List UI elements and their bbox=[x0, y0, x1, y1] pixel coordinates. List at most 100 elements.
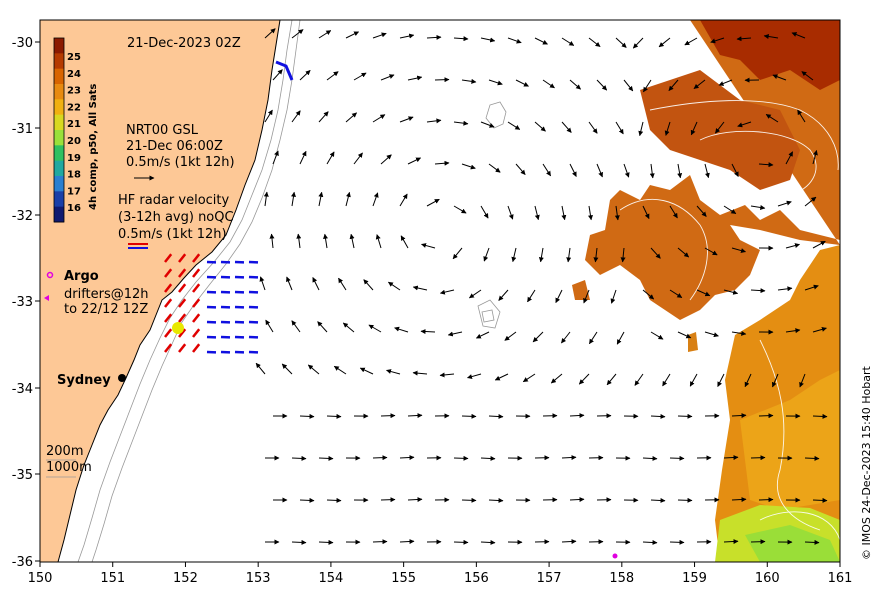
current-vector bbox=[372, 455, 388, 461]
current-vector bbox=[668, 79, 679, 91]
ssh-contours bbox=[619, 100, 840, 541]
current-vector bbox=[264, 109, 273, 123]
current-vector bbox=[704, 163, 710, 179]
current-vector bbox=[569, 413, 585, 419]
current-vector bbox=[299, 150, 307, 165]
current-vector bbox=[744, 373, 752, 388]
current-vector bbox=[286, 276, 293, 291]
current-vector bbox=[763, 34, 779, 39]
radar-vector bbox=[192, 283, 201, 293]
current-vector bbox=[421, 243, 436, 249]
current-vector bbox=[731, 497, 747, 503]
current-vector bbox=[750, 455, 766, 461]
current-vector bbox=[583, 289, 590, 304]
current-vector bbox=[461, 78, 477, 84]
current-vector bbox=[468, 289, 482, 299]
current-vector bbox=[291, 539, 307, 545]
current-vector bbox=[669, 289, 683, 299]
current-vector bbox=[372, 192, 379, 207]
current-vector bbox=[715, 121, 725, 134]
current-vector bbox=[372, 539, 388, 545]
current-vector bbox=[480, 205, 489, 219]
current-vector bbox=[596, 79, 608, 91]
current-vector bbox=[326, 71, 339, 81]
current-vector bbox=[677, 497, 693, 503]
current-vector bbox=[299, 70, 311, 81]
current-vector bbox=[623, 163, 630, 178]
current-vector bbox=[353, 72, 367, 81]
colorbar-swatch bbox=[54, 191, 64, 208]
current-vector bbox=[399, 539, 415, 545]
current-vector bbox=[771, 373, 779, 388]
current-vector bbox=[669, 539, 685, 545]
current-vector bbox=[578, 373, 590, 385]
colorbar-swatch bbox=[54, 84, 64, 100]
current-vector bbox=[561, 539, 577, 545]
radar-vector bbox=[164, 253, 173, 263]
current-vector bbox=[480, 539, 496, 545]
current-vector bbox=[632, 37, 644, 49]
y-tick-label: -34 bbox=[12, 382, 33, 397]
current-vector bbox=[281, 363, 293, 375]
current-vector bbox=[569, 163, 577, 177]
current-vector bbox=[326, 151, 335, 165]
current-vector bbox=[669, 205, 678, 219]
current-vector bbox=[494, 373, 509, 381]
current-vector bbox=[561, 205, 567, 221]
current-vector bbox=[264, 28, 276, 39]
surface-current-vectors bbox=[255, 28, 828, 545]
current-vector bbox=[569, 497, 585, 503]
plot-frame bbox=[39, 19, 841, 563]
current-vector bbox=[731, 163, 739, 177]
current-vector bbox=[333, 365, 347, 375]
current-vector bbox=[461, 163, 476, 170]
current-vector bbox=[394, 326, 409, 333]
imos-credit: © IMOS 24-Dec-2023 15:40 Hobart bbox=[860, 365, 873, 560]
y-tick-label: -31 bbox=[12, 122, 33, 137]
current-vector bbox=[588, 37, 601, 47]
current-vector bbox=[785, 328, 801, 334]
current-vector bbox=[614, 205, 620, 221]
current-vector bbox=[785, 151, 794, 165]
radar-vector bbox=[164, 283, 173, 293]
current-vector bbox=[704, 247, 718, 256]
current-vector bbox=[439, 372, 455, 378]
current-vector bbox=[507, 205, 514, 220]
current-vector bbox=[399, 116, 414, 123]
current-vector bbox=[375, 234, 382, 249]
current-vector bbox=[515, 79, 529, 87]
current-vector bbox=[804, 284, 819, 291]
current-vector bbox=[291, 320, 301, 333]
current-vector bbox=[588, 205, 593, 221]
current-vector bbox=[649, 163, 655, 179]
x-tick-label: 150 bbox=[28, 571, 53, 586]
current-vector bbox=[255, 362, 266, 375]
radar-vector bbox=[164, 268, 173, 278]
current-vector bbox=[380, 413, 396, 419]
current-vector bbox=[772, 74, 787, 81]
current-vector bbox=[488, 413, 504, 419]
x-tick-label: 161 bbox=[828, 571, 853, 586]
radar-vector bbox=[164, 313, 173, 323]
x-tick-label: 159 bbox=[682, 571, 707, 586]
colorbar-tick-label: 23 bbox=[67, 86, 81, 97]
current-vector bbox=[412, 285, 428, 291]
current-vector bbox=[804, 539, 820, 545]
current-vector bbox=[296, 233, 302, 249]
drifters-legend-line1: drifters@12h bbox=[64, 287, 149, 302]
current-vector bbox=[736, 36, 752, 42]
current-vector bbox=[812, 326, 827, 333]
current-vector bbox=[386, 369, 401, 375]
colorbar-tick-label: 24 bbox=[67, 69, 81, 80]
current-vector bbox=[750, 288, 766, 294]
current-vector bbox=[345, 31, 360, 39]
current-vector bbox=[723, 205, 737, 215]
current-vector bbox=[483, 247, 490, 262]
current-vector bbox=[731, 247, 746, 253]
current-vector bbox=[731, 330, 747, 336]
y-axis: -30 -31 -32 -33 -34 -35 -36 bbox=[12, 36, 40, 570]
y-tick-label: -36 bbox=[12, 555, 33, 570]
current-vector bbox=[650, 331, 664, 340]
radar-vector bbox=[178, 313, 187, 323]
map-date-title: 21-Dec-2023 02Z bbox=[127, 36, 241, 51]
